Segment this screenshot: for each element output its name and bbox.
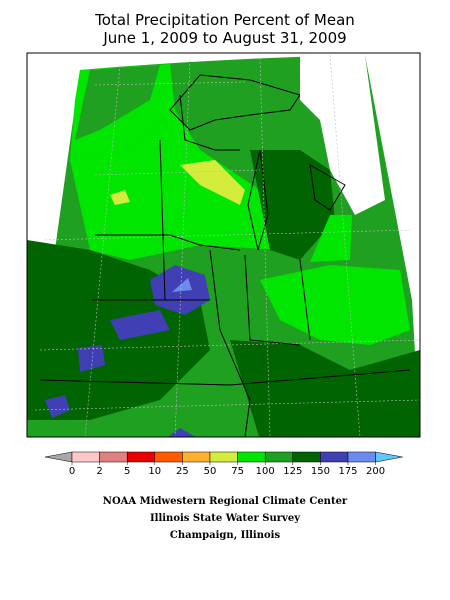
blue-area xyxy=(78,345,105,372)
yellow-area xyxy=(110,190,130,205)
lake-huron xyxy=(309,164,346,211)
legend-swatch xyxy=(182,451,211,463)
legend-swatch xyxy=(292,451,321,463)
legend-tick-label: 100 xyxy=(256,466,275,477)
map xyxy=(26,52,421,438)
legend-swatch xyxy=(209,451,238,463)
legend-tick-label: 0 xyxy=(69,466,75,477)
title-line-1: Total Precipitation Percent of Mean xyxy=(94,11,355,29)
legend-tick-label: 175 xyxy=(338,466,357,477)
legend-swatch xyxy=(154,451,183,463)
light-blue-area xyxy=(172,278,192,292)
footer-line-1: NOAA Midwestern Regional Climate Center xyxy=(103,496,348,507)
bright-green-area xyxy=(310,215,352,262)
legend-swatch xyxy=(320,451,349,463)
title-line-2: June 1, 2009 to August 31, 2009 xyxy=(102,29,346,47)
lake-superior xyxy=(169,74,301,131)
legend-swatch xyxy=(126,451,156,463)
blue-area xyxy=(110,310,170,340)
blue-area xyxy=(45,395,70,418)
legend-swatch xyxy=(71,451,100,463)
legend-tick-label: 150 xyxy=(311,466,330,477)
lake-michigan xyxy=(247,149,269,251)
legend-tick-label: 50 xyxy=(204,466,217,477)
legend-tick-label: 25 xyxy=(176,466,189,477)
legend-swatch xyxy=(347,451,376,463)
legend: 0 2 5 10 25 50 75 100 125 150 175 200 xyxy=(44,451,403,477)
legend-tick-label: 5 xyxy=(124,466,130,477)
dark-green-area xyxy=(230,340,420,437)
legend-tick-label: 2 xyxy=(96,466,102,477)
legend-swatch xyxy=(99,451,128,463)
footer-line-2: Illinois State Water Survey xyxy=(150,513,301,524)
green-area xyxy=(75,65,160,140)
legend-under xyxy=(44,451,73,463)
bright-green-area xyxy=(260,265,410,345)
legend-swatch xyxy=(264,451,294,463)
legend-swatch xyxy=(237,451,266,463)
legend-over xyxy=(375,451,403,463)
footer-line-3: Champaign, Illinois xyxy=(170,530,281,541)
map-frame xyxy=(26,52,421,438)
legend-tick-label: 10 xyxy=(148,466,161,477)
legend-tick-label: 125 xyxy=(283,466,302,477)
state-borders xyxy=(39,94,411,437)
yellow-area xyxy=(180,160,245,205)
legend-tick-label: 200 xyxy=(366,466,385,477)
no-data-area xyxy=(300,55,385,215)
graticule xyxy=(34,54,420,437)
legend-tick-label: 75 xyxy=(231,466,244,477)
blue-area xyxy=(168,428,196,437)
bright-green-area xyxy=(70,110,280,260)
